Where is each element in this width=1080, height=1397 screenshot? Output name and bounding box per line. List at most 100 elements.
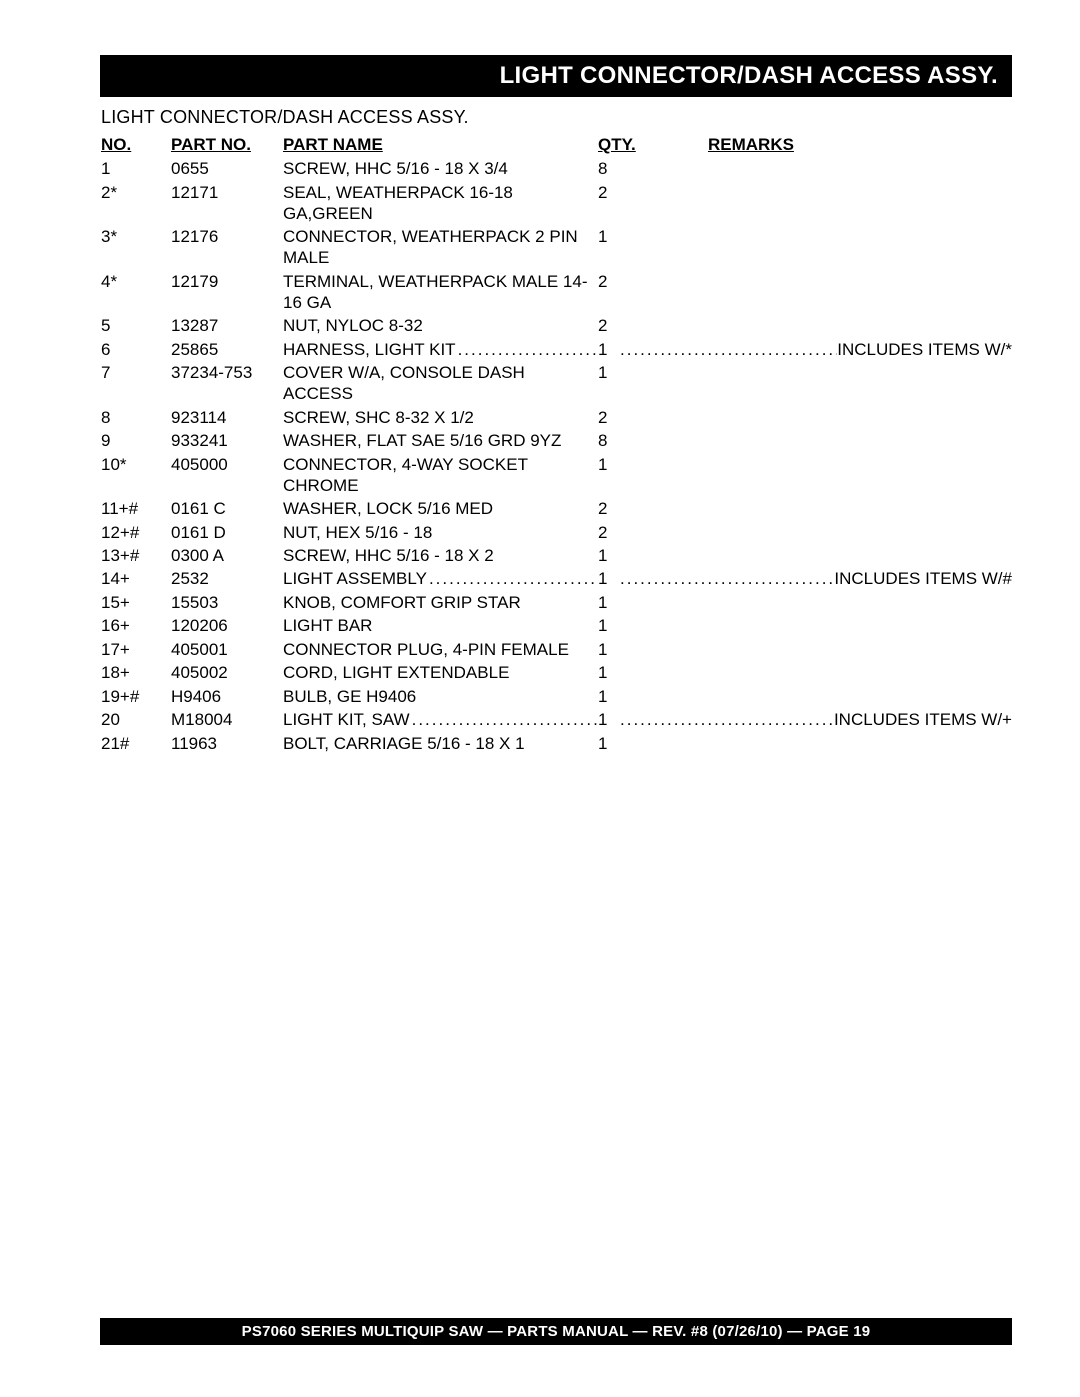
cell-part-name: CONNECTOR, 4-WAY SOCKET CHROME bbox=[283, 454, 598, 496]
table-row: 4*12179TERMINAL, WEATHERPACK MALE 14-16 … bbox=[100, 270, 1012, 315]
cell-no: 17+ bbox=[101, 639, 171, 660]
cell-no: 8 bbox=[101, 407, 171, 428]
cell-part-name: SCREW, HHC 5/16 - 18 X 3/4 bbox=[283, 158, 598, 179]
cell-part-name: NUT, NYLOC 8-32 bbox=[283, 315, 598, 336]
cell-qty: 1 bbox=[598, 362, 618, 383]
cell-part-no: M18004 bbox=[171, 709, 283, 730]
leader-dots: ........................................… bbox=[618, 709, 834, 730]
table-row: 625865HARNESS, LIGHT KIT ...............… bbox=[100, 338, 1012, 361]
cell-qty: 8 bbox=[598, 430, 618, 451]
cell-part-name: BOLT, CARRIAGE 5/16 - 18 X 1 bbox=[283, 733, 598, 754]
cell-part-name: WASHER, LOCK 5/16 MED bbox=[283, 498, 598, 519]
cell-part-no: 15503 bbox=[171, 592, 283, 613]
cell-qty: 1 bbox=[598, 686, 618, 707]
cell-no: 12+# bbox=[101, 522, 171, 543]
table-header-row: NO. PART NO. PART NAME QTY. REMARKS bbox=[100, 132, 1012, 157]
cell-qty: 1 bbox=[598, 568, 618, 589]
cell-part-name: LIGHT BAR bbox=[283, 615, 598, 636]
table-row: 9933241WASHER, FLAT SAE 5/16 GRD 9YZ8 bbox=[100, 429, 1012, 452]
parts-table: NO. PART NO. PART NAME QTY. REMARKS 1065… bbox=[100, 132, 1012, 755]
cell-part-no: 0161 C bbox=[171, 498, 283, 519]
cell-no: 16+ bbox=[101, 615, 171, 636]
cell-no: 9 bbox=[101, 430, 171, 451]
table-row: 18+405002CORD, LIGHT EXTENDABLE1 bbox=[100, 661, 1012, 684]
cell-qty: 2 bbox=[598, 315, 618, 336]
cell-no: 5 bbox=[101, 315, 171, 336]
table-row: 513287NUT, NYLOC 8-322 bbox=[100, 314, 1012, 337]
cell-part-no: H9406 bbox=[171, 686, 283, 707]
cell-no: 20 bbox=[101, 709, 171, 730]
subtitle-text: LIGHT CONNECTOR/DASH ACCESS ASSY. bbox=[101, 107, 469, 127]
cell-no: 2* bbox=[101, 182, 171, 203]
leader-dots: ........................................… bbox=[456, 339, 598, 360]
footer-bar: PS7060 SERIES MULTIQUIP SAW — PARTS MANU… bbox=[100, 1318, 1012, 1345]
cell-part-name: COVER W/A, CONSOLE DASH ACCESS bbox=[283, 362, 598, 404]
table-row: 20M18004LIGHT KIT, SAW .................… bbox=[100, 708, 1012, 731]
cell-part-name: KNOB, COMFORT GRIP STAR bbox=[283, 592, 598, 613]
cell-remarks: INCLUDES ITEMS W/# bbox=[834, 568, 1012, 589]
cell-part-no: 405001 bbox=[171, 639, 283, 660]
cell-part-name: CONNECTOR PLUG, 4-PIN FEMALE bbox=[283, 639, 598, 660]
table-row: 11+#0161 CWASHER, LOCK 5/16 MED2 bbox=[100, 497, 1012, 520]
table-row: 3*12176CONNECTOR, WEATHERPACK 2 PIN MALE… bbox=[100, 225, 1012, 270]
cell-part-no: 0655 bbox=[171, 158, 283, 179]
cell-no: 14+ bbox=[101, 568, 171, 589]
table-row: 10655SCREW, HHC 5/16 - 18 X 3/48 bbox=[100, 157, 1012, 180]
cell-qty: 2 bbox=[598, 182, 618, 203]
cell-qty: 1 bbox=[598, 592, 618, 613]
cell-qty: 1 bbox=[598, 662, 618, 683]
cell-part-no: 2532 bbox=[171, 568, 283, 589]
cell-qty: 8 bbox=[598, 158, 618, 179]
cell-part-name: LIGHT KIT, SAW bbox=[283, 709, 410, 730]
cell-part-no: 923114 bbox=[171, 407, 283, 428]
table-row: 13+#0300 ASCREW, HHC 5/16 - 18 X 21 bbox=[100, 544, 1012, 567]
cell-part-name: WASHER, FLAT SAE 5/16 GRD 9YZ bbox=[283, 430, 598, 451]
cell-part-no: 13287 bbox=[171, 315, 283, 336]
cell-qty: 2 bbox=[598, 498, 618, 519]
title-bar-text: LIGHT CONNECTOR/DASH ACCESS ASSY. bbox=[500, 62, 998, 89]
header-no: NO. bbox=[101, 135, 171, 155]
cell-part-no: 0161 D bbox=[171, 522, 283, 543]
cell-part-name: NUT, HEX 5/16 - 18 bbox=[283, 522, 598, 543]
table-row: 21#11963BOLT, CARRIAGE 5/16 - 18 X 11 bbox=[100, 731, 1012, 754]
cell-no: 4* bbox=[101, 271, 171, 292]
cell-part-no: 25865 bbox=[171, 339, 283, 360]
cell-part-name: LIGHT ASSEMBLY bbox=[283, 568, 427, 589]
cell-qty: 1 bbox=[598, 709, 618, 730]
cell-part-no: 12179 bbox=[171, 271, 283, 292]
cell-part-name: SCREW, HHC 5/16 - 18 X 2 bbox=[283, 545, 598, 566]
cell-part-name: SCREW, SHC 8-32 X 1/2 bbox=[283, 407, 598, 428]
cell-no: 3* bbox=[101, 226, 171, 247]
cell-no: 1 bbox=[101, 158, 171, 179]
cell-no: 18+ bbox=[101, 662, 171, 683]
table-body: 10655SCREW, HHC 5/16 - 18 X 3/482*12171S… bbox=[100, 157, 1012, 755]
table-row: 12+#0161 DNUT, HEX 5/16 - 182 bbox=[100, 520, 1012, 543]
cell-no: 6 bbox=[101, 339, 171, 360]
cell-no: 7 bbox=[101, 362, 171, 383]
page: LIGHT CONNECTOR/DASH ACCESS ASSY. LIGHT … bbox=[0, 0, 1080, 755]
cell-part-name: CORD, LIGHT EXTENDABLE bbox=[283, 662, 598, 683]
table-row: 16+120206LIGHT BAR1 bbox=[100, 614, 1012, 637]
cell-part-name: HARNESS, LIGHT KIT bbox=[283, 339, 456, 360]
cell-part-no: 120206 bbox=[171, 615, 283, 636]
cell-part-name: SEAL, WEATHERPACK 16-18 GA,GREEN bbox=[283, 182, 598, 224]
leader-dots: ........................................… bbox=[618, 568, 834, 589]
cell-part-no: 12171 bbox=[171, 182, 283, 203]
cell-qty: 1 bbox=[598, 545, 618, 566]
table-row: 10*405000CONNECTOR, 4-WAY SOCKET CHROME1 bbox=[100, 452, 1012, 497]
cell-no: 21# bbox=[101, 733, 171, 754]
cell-part-name: CONNECTOR, WEATHERPACK 2 PIN MALE bbox=[283, 226, 598, 268]
cell-qty: 1 bbox=[598, 226, 618, 247]
cell-remarks: INCLUDES ITEMS W/* bbox=[837, 339, 1012, 360]
title-bar: LIGHT CONNECTOR/DASH ACCESS ASSY. bbox=[100, 55, 1012, 97]
table-row: 14+2532LIGHT ASSEMBLY ..................… bbox=[100, 567, 1012, 590]
cell-qty: 1 bbox=[598, 339, 618, 360]
cell-part-name: TERMINAL, WEATHERPACK MALE 14-16 GA bbox=[283, 271, 598, 313]
cell-part-no: 12176 bbox=[171, 226, 283, 247]
cell-part-name: BULB, GE H9406 bbox=[283, 686, 598, 707]
cell-qty: 1 bbox=[598, 454, 618, 475]
cell-part-no: 37234-753 bbox=[171, 362, 283, 383]
cell-part-no: 11963 bbox=[171, 733, 283, 754]
cell-part-no: 933241 bbox=[171, 430, 283, 451]
cell-no: 13+# bbox=[101, 545, 171, 566]
